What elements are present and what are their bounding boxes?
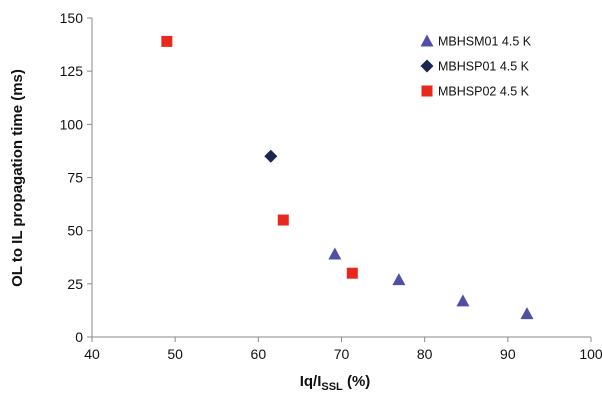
legend-label: MBHSP02 4.5 K [438,85,530,99]
data-point-square [346,267,358,279]
data-point-diamond [264,149,278,163]
y-tick-label: 25 [67,276,83,292]
x-axis-ticks: 40 50 60 70 80 90 100 [84,337,602,362]
y-tick-label: 100 [60,116,84,132]
data-point-triangle [520,307,534,320]
x-tick-label: 40 [84,346,100,362]
legend-marker-triangle [420,34,434,47]
data-point-triangle [328,247,342,260]
x-tick-label: 90 [500,346,516,362]
x-tick-label: 60 [251,346,267,362]
data-point-square [277,214,289,226]
legend-label: MBHSM01 4.5 K [438,35,532,49]
data-point-triangle [392,273,406,286]
legend-label: MBHSP01 4.5 K [438,60,530,74]
y-tick-label: 0 [75,329,83,345]
y-tick-label: 50 [67,223,83,239]
x-axis-title: Iq/ISSL (%) [300,373,371,393]
x-axis-title-main: Iq/I [300,373,322,390]
x-axis-title-unit: (%) [343,373,371,390]
y-tick-label: 125 [60,63,84,79]
x-tick-label: 70 [334,346,350,362]
data-points [161,35,534,320]
data-point-triangle [456,294,470,307]
legend-marker-square [421,85,433,97]
y-axis-ticks: 0 25 50 75 100 125 150 [60,10,92,345]
legend: MBHSM01 4.5 K MBHSP01 4.5 K MBHSP02 4.5 K [420,34,532,99]
x-tick-label: 50 [167,346,183,362]
x-axis-title-subscript: SSL [321,381,343,393]
y-tick-label: 75 [67,170,83,186]
x-tick-label: 80 [417,346,433,362]
data-point-square [161,35,173,47]
x-tick-label: 100 [579,346,602,362]
y-axis-title: OL to IL propagation time (ms) [9,69,26,287]
legend-marker-diamond [420,59,434,73]
y-tick-label: 150 [60,10,84,26]
